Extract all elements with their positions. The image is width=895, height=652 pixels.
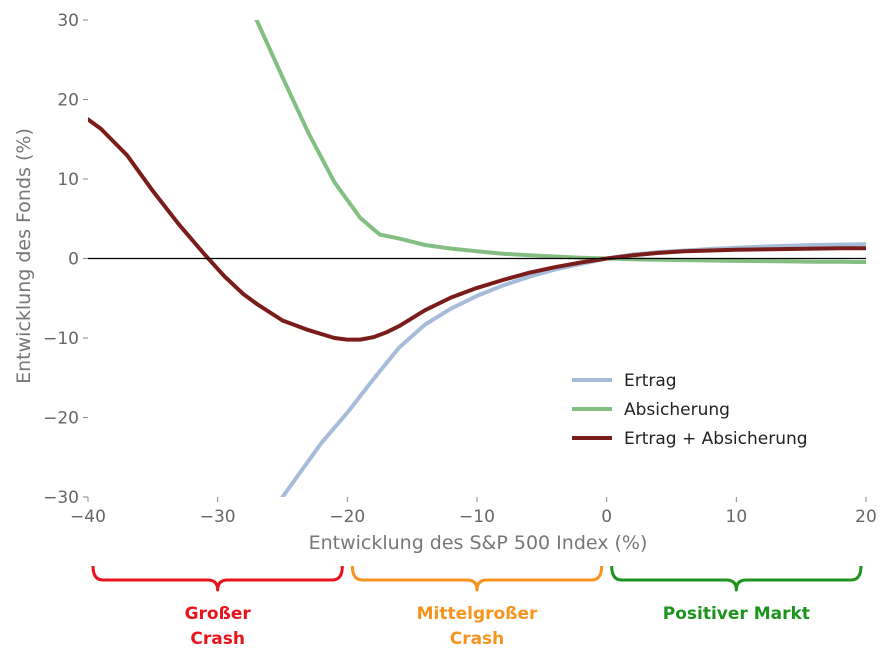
plot-lines: [88, 20, 866, 497]
x-axis-label: Entwicklung des S&P 500 Index (%): [309, 532, 648, 554]
y-axis: −30 −20 −10 0 10 20 30: [43, 11, 88, 508]
legend-label: Absicherung: [624, 400, 730, 420]
y-tick-label: −30: [43, 488, 79, 508]
x-tick-label: −30: [200, 507, 236, 527]
x-tick-label: 20: [855, 507, 877, 527]
region-brace-3: [610, 565, 863, 592]
legend: Ertrag Absicherung Ertrag + Absicherung: [572, 371, 808, 449]
region-label-3: Positiver Markt: [663, 604, 810, 624]
region-label-1: Großer Crash: [185, 604, 252, 649]
x-tick-label: −10: [459, 507, 495, 527]
x-tick-label: −40: [70, 507, 106, 527]
region-brace-1: [91, 565, 344, 592]
x-tick-label: 10: [726, 507, 748, 527]
y-tick-label: 20: [57, 91, 79, 111]
legend-label: Ertrag + Absicherung: [624, 429, 808, 449]
y-tick-label: 10: [57, 170, 79, 190]
region-label-2: Mittelgroßer Crash: [417, 604, 538, 649]
region-brace-2: [350, 565, 604, 592]
x-axis: −40 −30 −20 −10 0 10 20: [70, 497, 877, 527]
market-regions: Großer Crash Mittelgroßer Crash Positiver Ma…: [91, 565, 863, 649]
series-line-3: [88, 117, 866, 342]
y-axis-label: Entwicklung des Fonds (%): [13, 128, 35, 384]
x-tick-label: −20: [329, 507, 365, 527]
x-tick-label: 0: [601, 507, 612, 527]
y-tick-label: 30: [57, 11, 79, 31]
legend-label: Ertrag: [624, 371, 677, 391]
series-line-1: [280, 242, 866, 497]
y-tick-label: −10: [43, 329, 79, 349]
series-line-2: [254, 20, 866, 265]
y-tick-label: −20: [43, 409, 79, 429]
y-tick-label: 0: [68, 250, 79, 270]
